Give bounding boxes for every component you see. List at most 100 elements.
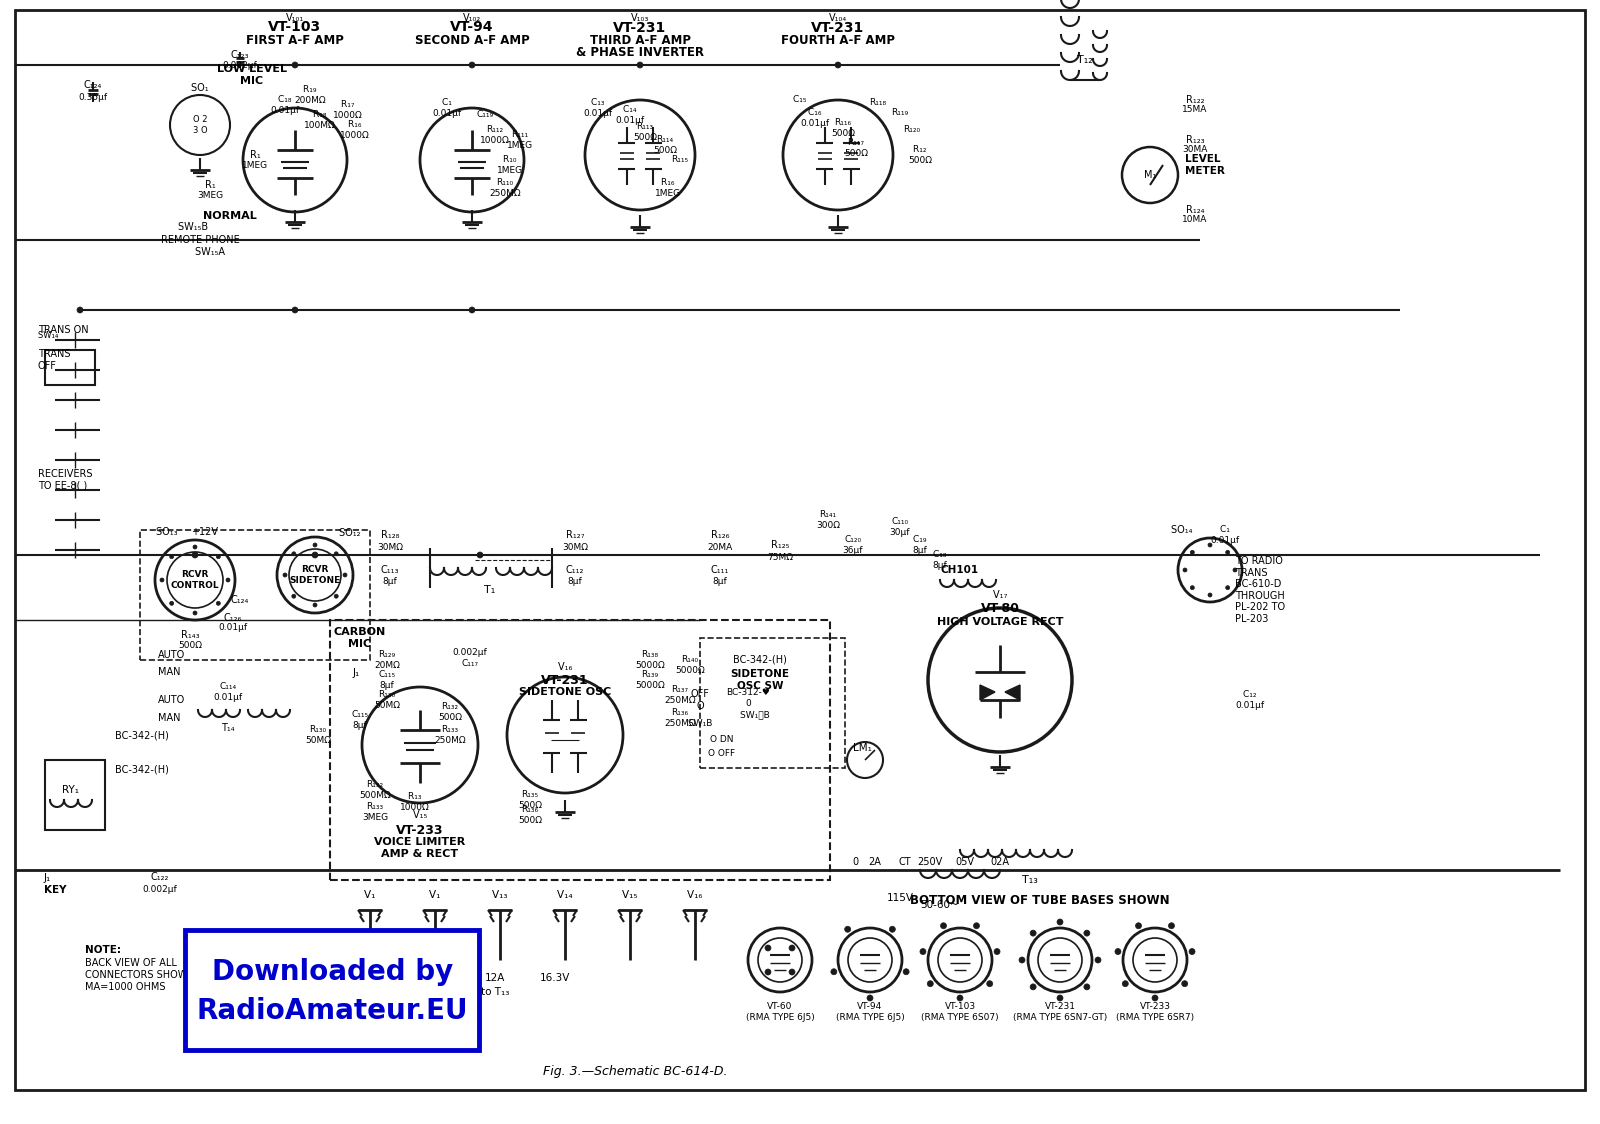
Text: SO₁⁠₃: SO₁⁠₃ bbox=[157, 527, 178, 537]
Circle shape bbox=[291, 62, 298, 67]
Text: +12V: +12V bbox=[192, 527, 219, 537]
Text: MA=1000 OHMS: MA=1000 OHMS bbox=[85, 982, 165, 992]
Text: R₁₄₁
300Ω: R₁₄₁ 300Ω bbox=[816, 510, 840, 529]
Text: R₁₁₉: R₁₁₉ bbox=[891, 108, 909, 128]
Text: BC-312-♥
0: BC-312-♥ 0 bbox=[726, 688, 770, 708]
Text: SO₁⁠⁡: SO₁⁠⁡ bbox=[190, 83, 210, 93]
Text: R₁₃⁡
1000Ω: R₁₃⁡ 1000Ω bbox=[400, 792, 430, 812]
Circle shape bbox=[1208, 593, 1213, 597]
Circle shape bbox=[867, 995, 874, 1001]
Text: V₁⁠₅: V₁⁠₅ bbox=[413, 810, 427, 821]
Text: R₁₁₅: R₁₁₅ bbox=[672, 155, 688, 174]
Text: KEY: KEY bbox=[45, 885, 67, 895]
Text: C₁₂₆: C₁₂₆ bbox=[224, 613, 242, 623]
Text: BC-342-(H): BC-342-(H) bbox=[115, 765, 170, 776]
Text: R₁₃₆
500Ω: R₁₃₆ 500Ω bbox=[518, 805, 542, 825]
Circle shape bbox=[987, 981, 992, 987]
Text: TRANS ON: TRANS ON bbox=[38, 325, 88, 335]
Text: O OFF: O OFF bbox=[709, 750, 736, 759]
Text: RECEIVERS
TO EE-8( ): RECEIVERS TO EE-8( ) bbox=[38, 469, 93, 491]
Circle shape bbox=[1190, 586, 1194, 590]
Text: C₁₂₀
36μf: C₁₂₀ 36μf bbox=[843, 535, 864, 555]
Text: M₁⁠⁡: M₁⁠⁡ bbox=[1144, 170, 1157, 180]
Circle shape bbox=[342, 573, 347, 577]
Text: VT-231: VT-231 bbox=[811, 21, 864, 35]
Text: T₁⁠₂: T₁⁠₂ bbox=[1077, 55, 1093, 65]
Circle shape bbox=[835, 62, 842, 67]
Circle shape bbox=[160, 578, 165, 582]
Text: R₁₂₆: R₁₂₆ bbox=[710, 531, 730, 540]
Bar bbox=[141, 531, 370, 660]
Circle shape bbox=[1152, 995, 1158, 1001]
Bar bbox=[45, 760, 106, 830]
Text: AMP & RECT: AMP & RECT bbox=[381, 849, 459, 859]
Text: RY₁⁠⁡: RY₁⁠⁡ bbox=[61, 785, 78, 795]
Circle shape bbox=[291, 595, 296, 598]
Circle shape bbox=[312, 552, 318, 558]
Text: SW₁⁠₅A: SW₁⁠₅A bbox=[195, 247, 226, 257]
Circle shape bbox=[1136, 923, 1141, 928]
Text: VT-233: VT-233 bbox=[397, 824, 443, 836]
Text: 30MA: 30MA bbox=[1182, 145, 1208, 154]
Text: R₁₂₇: R₁₂₇ bbox=[566, 531, 584, 540]
Text: FOURTH A-F AMP: FOURTH A-F AMP bbox=[781, 34, 894, 46]
Text: 2A: 2A bbox=[869, 856, 882, 867]
Polygon shape bbox=[1005, 685, 1021, 700]
Text: R₁₂₉
20MΩ: R₁₂₉ 20MΩ bbox=[374, 651, 400, 670]
Circle shape bbox=[477, 552, 483, 558]
Text: C₁₂⁡
0.01μf: C₁₂⁡ 0.01μf bbox=[1235, 690, 1264, 709]
Text: LM₁⁠⁡: LM₁⁠⁡ bbox=[853, 743, 872, 753]
Circle shape bbox=[77, 307, 83, 312]
Text: 0.01μf: 0.01μf bbox=[219, 624, 248, 633]
Circle shape bbox=[194, 545, 197, 549]
Circle shape bbox=[830, 969, 837, 975]
Circle shape bbox=[789, 969, 795, 975]
Text: R₁₃₃
250MΩ: R₁₃₃ 250MΩ bbox=[434, 725, 466, 745]
Text: R₁₁₃
500Ω: R₁₁₃ 500Ω bbox=[634, 123, 658, 142]
Text: HIGH VOLTAGE RECT: HIGH VOLTAGE RECT bbox=[936, 617, 1064, 627]
Text: LEVEL
METER: LEVEL METER bbox=[1186, 154, 1226, 175]
Circle shape bbox=[170, 554, 174, 559]
Text: C₁₂₃: C₁₂₃ bbox=[230, 49, 250, 60]
Text: R₁⁠₇
1000Ω: R₁⁠₇ 1000Ω bbox=[333, 100, 363, 119]
Text: Downloaded by: Downloaded by bbox=[211, 958, 453, 986]
Text: R₁₃₂
500Ω: R₁₃₂ 500Ω bbox=[438, 702, 462, 722]
Text: C₁₁₂: C₁₁₂ bbox=[566, 565, 584, 575]
Text: VT-231: VT-231 bbox=[541, 673, 589, 687]
Circle shape bbox=[1182, 981, 1187, 987]
Text: VT-233
(RMA TYPE 6SR7): VT-233 (RMA TYPE 6SR7) bbox=[1115, 1003, 1194, 1022]
Circle shape bbox=[765, 945, 771, 951]
Text: 8μf: 8μf bbox=[382, 578, 397, 587]
Text: R₁₃₉
5000Ω: R₁₃₉ 5000Ω bbox=[635, 670, 666, 690]
Circle shape bbox=[1168, 923, 1174, 928]
Circle shape bbox=[469, 307, 475, 312]
Text: R₁₁₄
500Ω: R₁₁₄ 500Ω bbox=[653, 135, 677, 155]
Text: VT-80: VT-80 bbox=[981, 601, 1019, 615]
Text: 0.002μf: 0.002μf bbox=[142, 885, 178, 894]
Circle shape bbox=[845, 926, 851, 932]
Text: 500Ω: 500Ω bbox=[178, 642, 202, 651]
Circle shape bbox=[902, 969, 909, 975]
Text: R₁₃₀
50MΩ: R₁₃₀ 50MΩ bbox=[306, 725, 331, 745]
Text: R₁⁠₆
1MEG: R₁⁠₆ 1MEG bbox=[654, 179, 682, 198]
Text: VT-103: VT-103 bbox=[269, 20, 322, 34]
Text: SW₁⁠⁡B: SW₁⁠⁡B bbox=[688, 719, 712, 728]
Circle shape bbox=[1182, 568, 1187, 572]
Text: R₁₃₀
50MΩ: R₁₃₀ 50MΩ bbox=[374, 690, 400, 709]
Circle shape bbox=[973, 923, 979, 928]
Text: MAN: MAN bbox=[158, 667, 181, 677]
Text: C₁₁₉: C₁₁₉ bbox=[477, 110, 493, 129]
Text: C₁₁₅
8μf: C₁₁₅ 8μf bbox=[379, 670, 395, 690]
Text: R₁₂₄: R₁₂₄ bbox=[1186, 205, 1205, 215]
Circle shape bbox=[226, 578, 230, 582]
Text: 50-60~: 50-60~ bbox=[920, 900, 960, 910]
Circle shape bbox=[789, 945, 795, 951]
Text: C₁⁠₆
0.01μf: C₁⁠₆ 0.01μf bbox=[800, 108, 829, 128]
Circle shape bbox=[1190, 551, 1194, 554]
Text: SIDETONE OSC: SIDETONE OSC bbox=[518, 687, 611, 697]
Text: R₁₁₆
500Ω: R₁₁₆ 500Ω bbox=[830, 118, 854, 138]
Text: C₁⁠₉
8μf: C₁⁠₉ 8μf bbox=[912, 535, 928, 555]
Circle shape bbox=[941, 923, 947, 928]
Text: V₁₀₄: V₁₀₄ bbox=[829, 13, 846, 22]
Text: SW₁⁠₄: SW₁⁠₄ bbox=[38, 330, 58, 339]
